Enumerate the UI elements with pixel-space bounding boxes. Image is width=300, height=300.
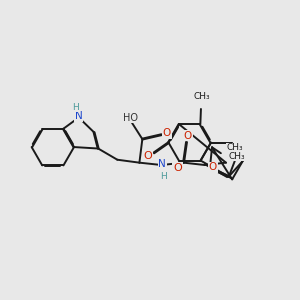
Text: HO: HO	[123, 112, 138, 123]
Text: N: N	[75, 111, 82, 121]
Text: CH₃: CH₃	[193, 92, 210, 101]
Text: O: O	[163, 128, 171, 138]
Text: O: O	[209, 162, 217, 172]
Text: O: O	[143, 151, 152, 161]
Text: O: O	[184, 130, 192, 141]
Text: H: H	[72, 103, 79, 112]
Text: CH₃: CH₃	[226, 143, 243, 152]
Text: O: O	[173, 164, 182, 173]
Text: CH₃: CH₃	[228, 152, 245, 161]
Text: H: H	[160, 172, 167, 181]
Text: N: N	[158, 159, 166, 169]
